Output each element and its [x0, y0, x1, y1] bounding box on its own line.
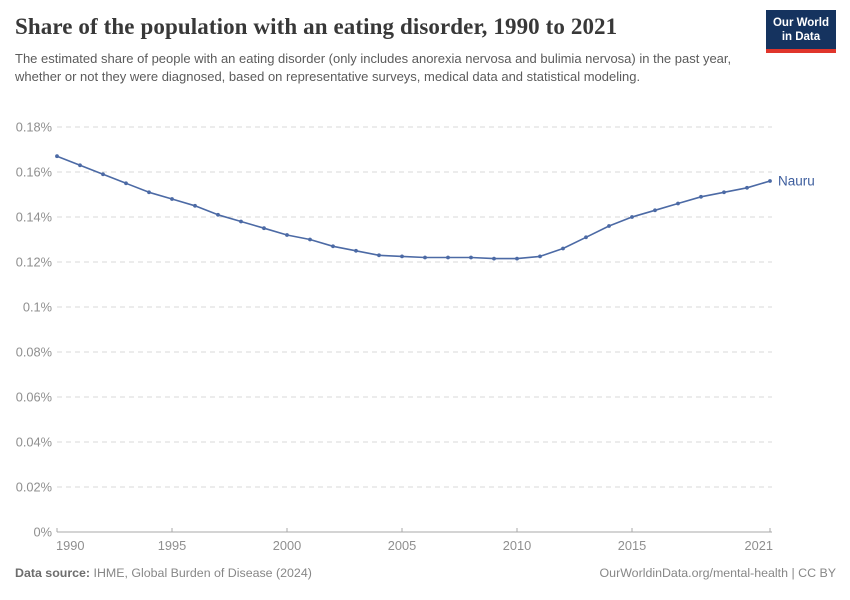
data-point[interactable] [170, 197, 174, 201]
owid-logo: Our World in Data [765, 10, 836, 53]
chart-subtitle: The estimated share of people with an ea… [15, 51, 732, 85]
data-line[interactable] [56, 155, 771, 260]
data-point[interactable] [377, 253, 381, 258]
data-point[interactable] [101, 172, 105, 177]
x-tick-label: 1990 [56, 538, 84, 553]
x-tick-label: 2005 [388, 538, 416, 553]
y-tick-label: 0.12% [16, 255, 52, 270]
credit-link[interactable]: OurWorldinData.org/mental-health | CC BY [599, 566, 836, 580]
series-end-label[interactable]: Nauru [778, 174, 815, 189]
data-point[interactable] [400, 254, 404, 259]
owid-logo-line1: Our World [772, 17, 829, 29]
x-tick-label: 2000 [273, 538, 301, 553]
y-tick-label: 0.06% [16, 390, 52, 405]
header: Share of the population with an eating d… [15, 10, 836, 53]
data-point[interactable] [354, 248, 358, 253]
y-tick-label: 0% [34, 525, 53, 540]
line-chart: 0% 0.02% 0.04% 0.06% 0.08% 0.1% 0.12% 0.14% 0.16… [16, 120, 815, 554]
y-tick-label: 0.08% [16, 345, 52, 360]
data-point[interactable] [55, 154, 59, 159]
y-tick-label: 0.14% [16, 210, 52, 225]
data-point[interactable] [285, 233, 289, 237]
data-point[interactable] [331, 244, 335, 249]
data-point[interactable] [239, 219, 243, 224]
data-point[interactable] [492, 256, 496, 261]
y-tick-label: 0.18% [16, 120, 52, 135]
data-point[interactable] [193, 203, 197, 208]
data-point[interactable] [561, 246, 565, 251]
x-tick-label: 2010 [503, 538, 531, 553]
data-point[interactable] [607, 224, 611, 228]
page-title: Share of the population with an eating d… [15, 14, 618, 39]
data-point[interactable] [584, 235, 588, 240]
data-source-value: IHME, Global Burden of Disease (2024) [93, 566, 312, 580]
data-point[interactable] [469, 255, 473, 260]
data-point[interactable] [124, 181, 128, 186]
x-tick-label: 2015 [618, 538, 646, 553]
data-point[interactable] [768, 179, 772, 183]
data-point[interactable] [699, 194, 703, 199]
y-tick-label: 0.04% [16, 435, 52, 450]
data-point[interactable] [147, 190, 151, 195]
data-point[interactable] [653, 208, 657, 213]
data-point[interactable] [423, 255, 427, 260]
data-point[interactable] [745, 185, 749, 190]
data-point[interactable] [722, 190, 726, 195]
y-tick-label: 0.1% [23, 300, 52, 315]
data-point[interactable] [78, 163, 82, 168]
data-point[interactable] [262, 226, 266, 231]
data-point[interactable] [538, 254, 542, 259]
x-tick-label: 1995 [158, 538, 186, 553]
y-tick-label: 0.02% [16, 480, 52, 495]
data-source-label: Data source: [15, 566, 91, 580]
y-tick-label: 0.16% [16, 165, 52, 180]
data-point[interactable] [308, 237, 312, 242]
data-point[interactable] [446, 255, 450, 260]
data-point[interactable] [676, 201, 680, 206]
data-point[interactable] [216, 212, 220, 217]
x-tick-label: 2021 [745, 538, 773, 553]
data-point[interactable] [630, 215, 634, 219]
footer: Data source: IHME, Global Burden of Dise… [15, 566, 836, 580]
data-source: Data source: IHME, Global Burden of Dise… [15, 566, 312, 580]
owid-logo-line2: in Data [781, 31, 821, 44]
data-point[interactable] [515, 256, 519, 261]
